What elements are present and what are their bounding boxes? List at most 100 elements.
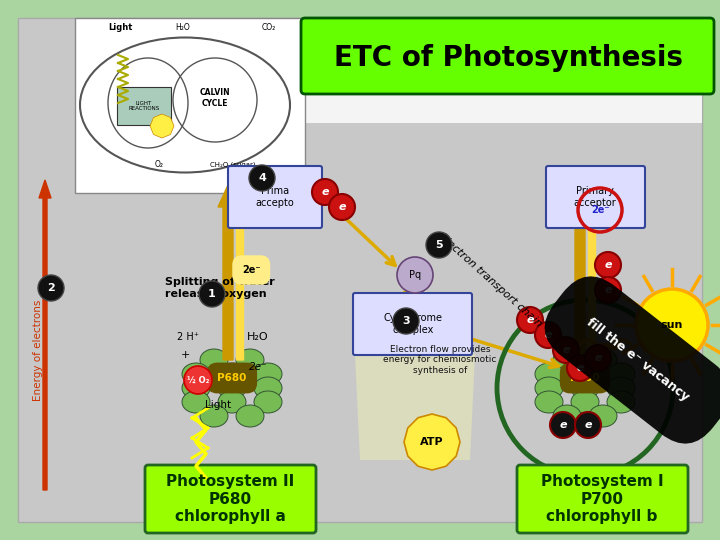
Ellipse shape [607,391,635,413]
Ellipse shape [553,349,581,371]
Ellipse shape [589,349,617,371]
Text: e: e [604,285,612,295]
Text: ½ O₂: ½ O₂ [186,375,210,384]
Text: 3: 3 [402,316,410,326]
FancyBboxPatch shape [75,18,702,123]
Ellipse shape [607,363,635,385]
Circle shape [517,307,543,333]
FancyBboxPatch shape [228,166,322,228]
Text: fill the e⁻ vacancy: fill the e⁻ vacancy [584,316,692,404]
Text: e: e [604,260,612,270]
Text: e: e [584,420,592,430]
Text: Photosystem I
P700
chlorophyll b: Photosystem I P700 chlorophyll b [541,474,663,524]
Circle shape [636,289,708,361]
Circle shape [199,281,225,307]
Text: Electron transport chain: Electron transport chain [436,231,544,329]
Ellipse shape [571,377,599,399]
FancyArrow shape [585,195,600,360]
Ellipse shape [236,405,264,427]
FancyBboxPatch shape [75,18,305,193]
Text: e: e [321,187,329,197]
Text: ETC of Photosynthesis: ETC of Photosynthesis [333,44,683,72]
Circle shape [393,308,419,334]
Ellipse shape [182,377,210,399]
Circle shape [550,412,576,438]
Circle shape [397,257,433,293]
Ellipse shape [200,349,228,371]
FancyBboxPatch shape [145,465,316,533]
Ellipse shape [535,377,563,399]
Ellipse shape [553,405,581,427]
Text: P680: P680 [217,373,247,383]
Text: 2e⁻: 2e⁻ [242,265,261,275]
Circle shape [426,232,452,258]
Text: Prima
accepto: Prima accepto [256,186,294,208]
Text: Energy of electrons: Energy of electrons [33,299,43,401]
Ellipse shape [182,363,210,385]
Text: e: e [594,353,602,363]
Ellipse shape [535,391,563,413]
Circle shape [312,179,338,205]
Ellipse shape [254,363,282,385]
Ellipse shape [571,391,599,413]
Ellipse shape [535,363,563,385]
Text: H₂O: H₂O [175,23,190,32]
FancyArrow shape [39,180,51,490]
Ellipse shape [589,405,617,427]
FancyBboxPatch shape [517,465,688,533]
FancyArrow shape [570,185,590,360]
FancyBboxPatch shape [301,18,714,94]
FancyBboxPatch shape [546,166,645,228]
Text: Photosystem II
P680
chlorophyll a: Photosystem II P680 chlorophyll a [166,474,294,524]
Text: Light: Light [108,23,132,32]
FancyArrow shape [218,185,238,360]
Text: Electron flow provides
energy for chemiosmotic
synthesis of: Electron flow provides energy for chemio… [383,345,497,375]
Text: H₂O: H₂O [247,332,269,342]
Ellipse shape [182,391,210,413]
Text: +: + [180,350,189,360]
Polygon shape [355,275,475,460]
FancyBboxPatch shape [117,87,171,125]
Circle shape [595,277,621,303]
Text: Light: Light [205,400,231,410]
Circle shape [329,194,355,220]
Circle shape [553,337,579,363]
Text: sun: sun [661,320,683,330]
Text: CO₂: CO₂ [262,23,276,32]
Ellipse shape [254,377,282,399]
Text: e: e [559,420,567,430]
Ellipse shape [607,377,635,399]
Text: P700: P700 [570,373,600,383]
Ellipse shape [218,363,246,385]
Circle shape [585,345,611,371]
Text: 2 H⁺: 2 H⁺ [177,332,199,342]
Circle shape [249,165,275,191]
Circle shape [38,275,64,301]
Ellipse shape [218,377,246,399]
Text: 4: 4 [258,173,266,183]
Ellipse shape [218,391,246,413]
Text: O₂: O₂ [155,160,164,169]
Text: Splitting of water
releases oxygen: Splitting of water releases oxygen [165,277,275,299]
Ellipse shape [236,349,264,371]
Circle shape [184,366,212,394]
Ellipse shape [200,405,228,427]
Text: e: e [576,363,584,373]
Text: Cytochrome
complex: Cytochrome complex [384,313,443,335]
Text: Primary
acceptor: Primary acceptor [574,186,616,208]
Text: e: e [544,330,552,340]
Ellipse shape [254,391,282,413]
FancyBboxPatch shape [353,293,472,355]
Text: ATP: ATP [420,437,444,447]
Text: 2e⁻: 2e⁻ [590,205,609,215]
Text: Pq: Pq [409,270,421,280]
Text: CALVIN
CYCLE: CALVIN CYCLE [199,89,230,107]
Text: 2: 2 [47,283,55,293]
Text: LIGHT
REACTIONS: LIGHT REACTIONS [128,100,160,111]
Text: e: e [562,345,570,355]
Circle shape [567,355,593,381]
Circle shape [535,322,561,348]
Text: e: e [526,315,534,325]
Circle shape [595,252,621,278]
Text: 5: 5 [435,240,443,250]
